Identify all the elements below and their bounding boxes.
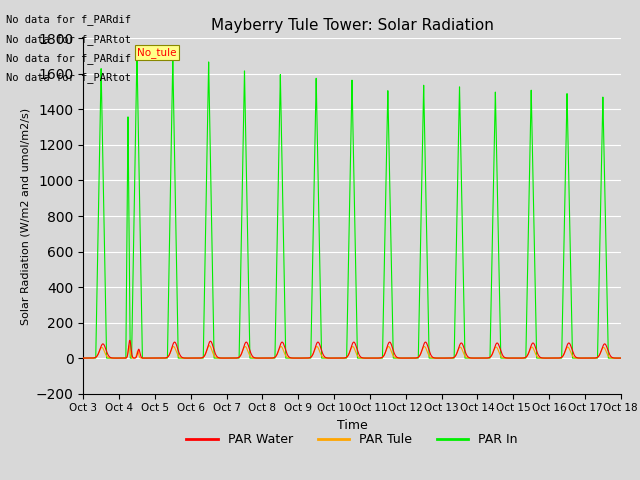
- Text: No data for f_PARdif: No data for f_PARdif: [6, 53, 131, 64]
- Legend: PAR Water, PAR Tule, PAR In: PAR Water, PAR Tule, PAR In: [181, 428, 523, 451]
- Text: No data for f_PARtot: No data for f_PARtot: [6, 34, 131, 45]
- Text: No_tule: No_tule: [137, 47, 177, 58]
- X-axis label: Time: Time: [337, 419, 367, 432]
- Title: Mayberry Tule Tower: Solar Radiation: Mayberry Tule Tower: Solar Radiation: [211, 18, 493, 33]
- Text: No data for f_PARdif: No data for f_PARdif: [6, 14, 131, 25]
- Y-axis label: Solar Radiation (W/m2 and umol/m2/s): Solar Radiation (W/m2 and umol/m2/s): [20, 108, 30, 324]
- Text: No data for f_PARtot: No data for f_PARtot: [6, 72, 131, 83]
